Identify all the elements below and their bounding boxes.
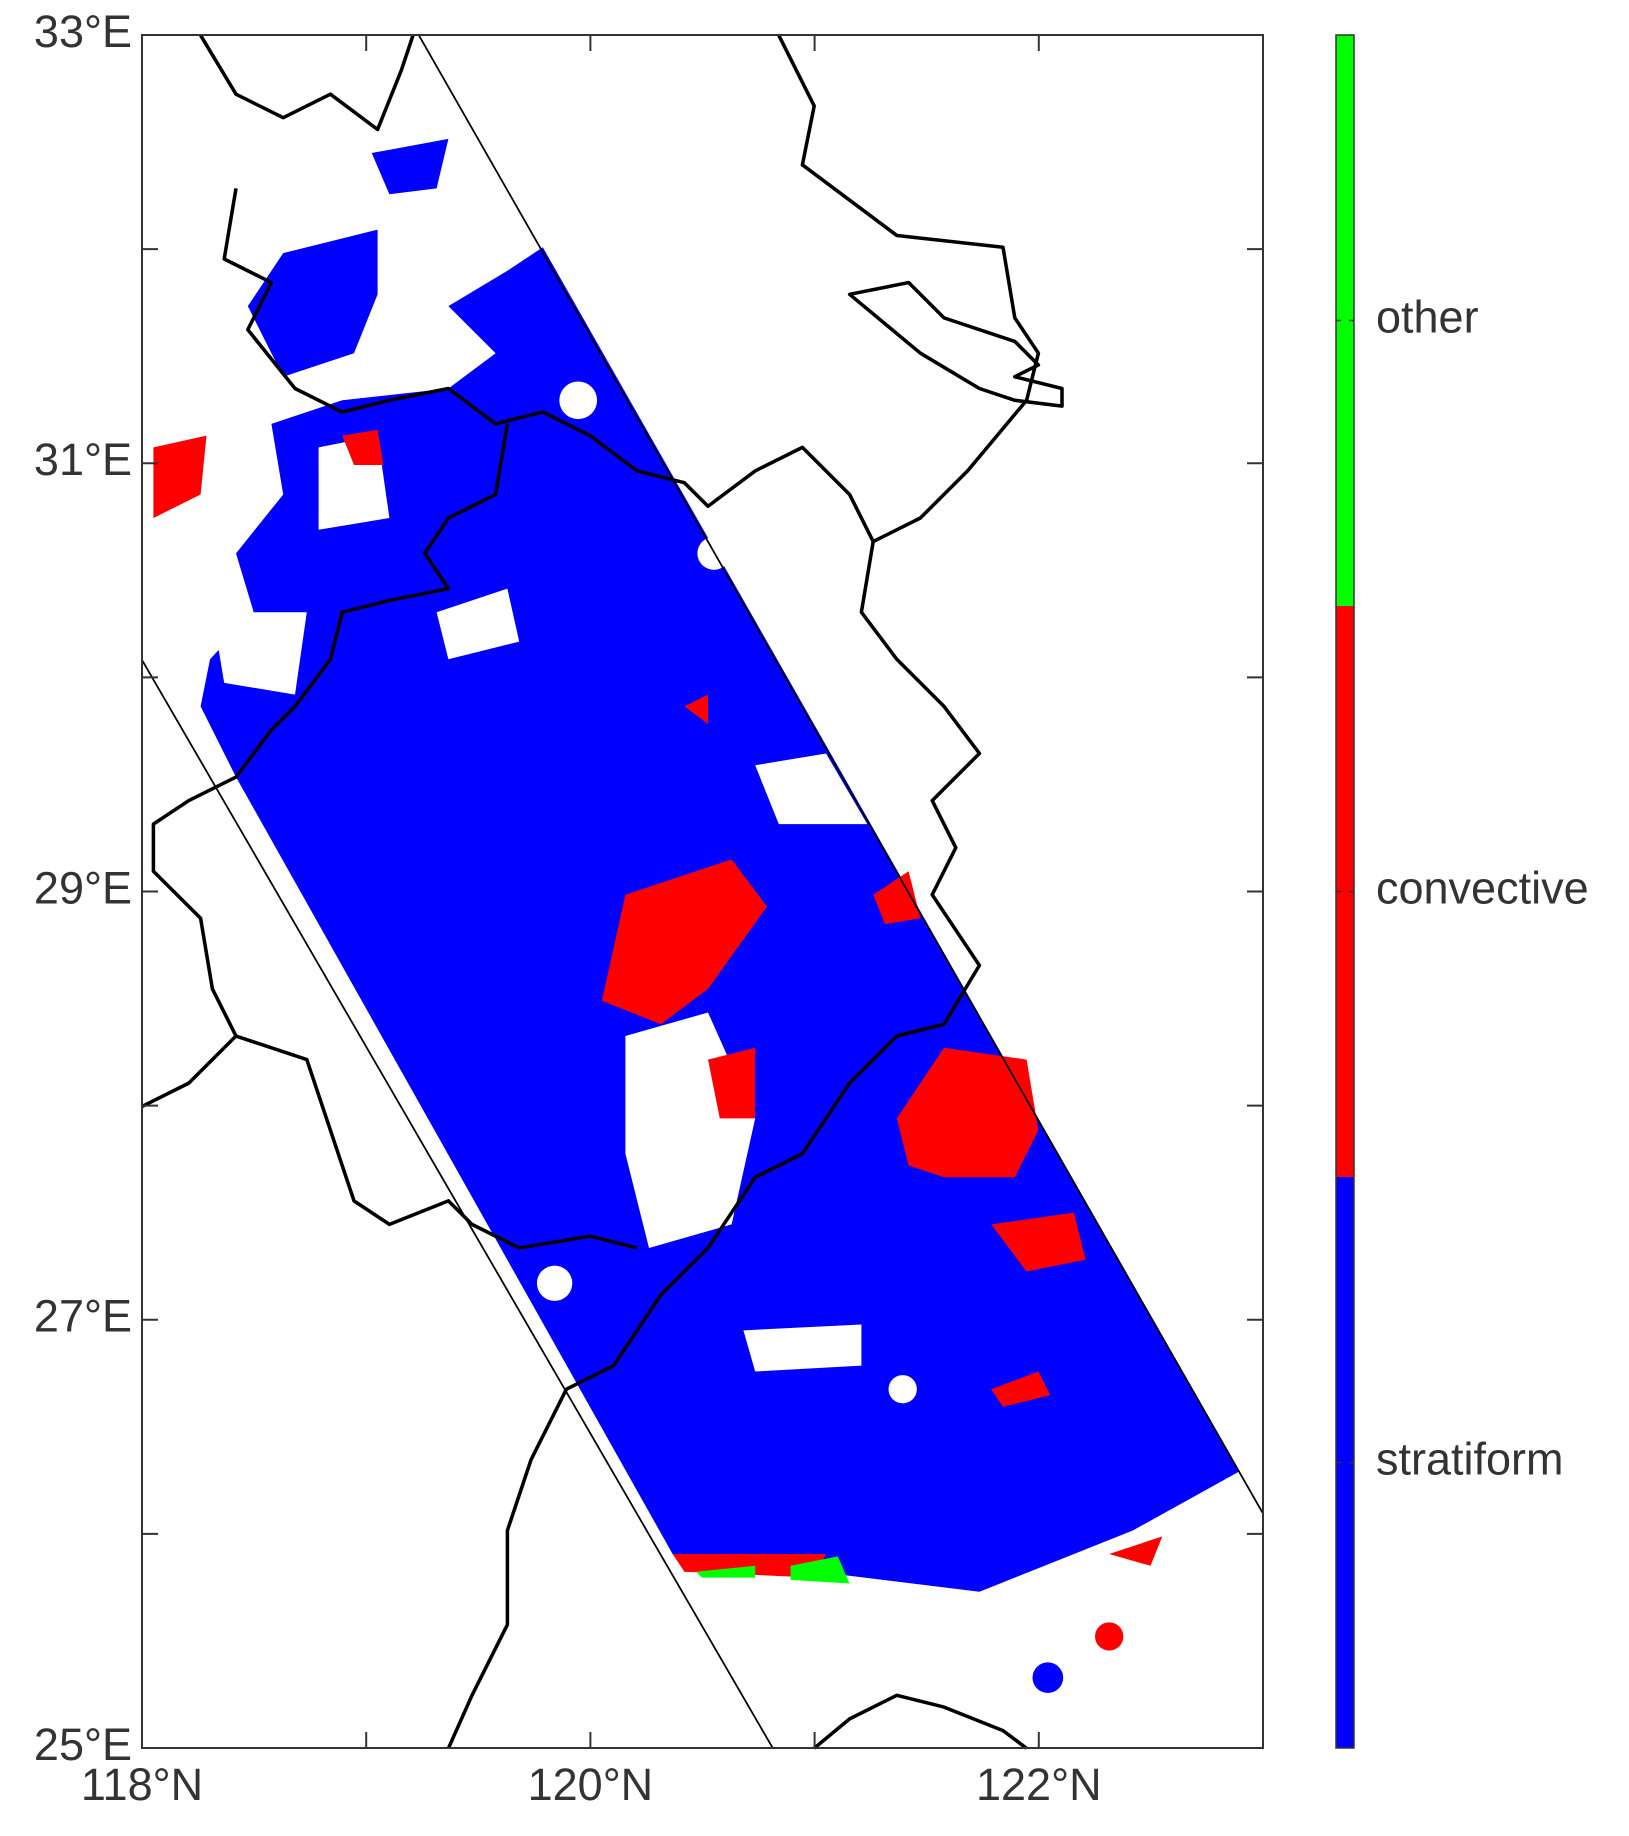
border	[140, 423, 638, 1250]
border	[199, 34, 875, 543]
no-rain	[888, 1375, 917, 1404]
convective-area	[873, 871, 921, 925]
no-rain	[559, 381, 598, 420]
convective-area	[991, 1371, 1051, 1407]
colorbar-label: stratiform	[1376, 1433, 1564, 1484]
y-tick-label: 29°E	[34, 862, 132, 913]
y-tick-label: 27°E	[34, 1291, 132, 1342]
colorbar-segment	[1336, 606, 1354, 1177]
coastline	[813, 1693, 1028, 1750]
stratiform-area	[371, 138, 449, 195]
convective-area	[991, 1212, 1086, 1272]
y-tick-label: 31°E	[34, 434, 132, 485]
colorbar-label: convective	[1376, 862, 1589, 913]
no-rain	[743, 1324, 862, 1372]
convective-area	[342, 429, 384, 466]
colorbar-segment	[1336, 35, 1354, 606]
x-tick-label: 118°N	[81, 1759, 203, 1810]
swath-edge	[140, 658, 774, 1749]
other-area	[696, 1565, 756, 1578]
colorbar: stratiform convective other	[1335, 34, 1589, 1749]
convective-area	[896, 1047, 1039, 1178]
no-rain	[755, 753, 868, 825]
convective-area	[684, 694, 709, 725]
convective-area	[1109, 1536, 1163, 1566]
no-rain	[436, 588, 520, 660]
coastline	[446, 34, 1041, 1750]
convective-area	[601, 859, 768, 1025]
convective-area	[708, 1047, 756, 1119]
colorbar-segment	[1336, 1177, 1354, 1748]
no-rain	[212, 612, 307, 695]
convective-area	[153, 435, 207, 519]
stratiform-area	[247, 229, 378, 377]
other-area	[790, 1556, 850, 1584]
x-tick-label: 120°N	[528, 1759, 654, 1810]
no-rain	[536, 1265, 573, 1301]
colorbar-frame	[1335, 34, 1355, 1749]
convective-area	[1095, 1622, 1124, 1651]
x-tick-label: 122°N	[976, 1759, 1102, 1810]
stratiform-area	[1032, 1662, 1064, 1693]
y-tick-label: 25°E	[34, 1719, 132, 1770]
swath-edge	[418, 34, 1264, 1514]
y-tick-label: 33°E	[34, 6, 132, 57]
coastline	[847, 280, 1064, 408]
map-layer	[140, 34, 1264, 1750]
colorbar-label: other	[1376, 291, 1479, 342]
